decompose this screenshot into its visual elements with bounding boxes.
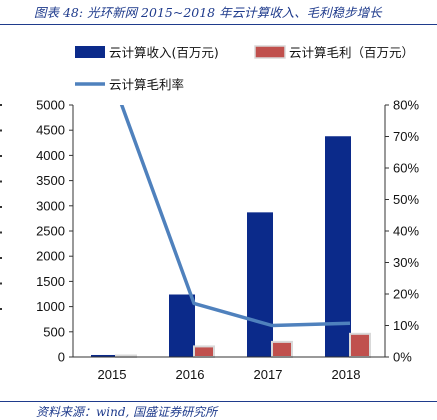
legend-label: 云计算毛利（百万元） — [289, 45, 414, 60]
left-axis-tick-label: 5000 — [36, 98, 65, 113]
revenue-bar — [91, 354, 117, 357]
cropped-edge-tick — [0, 180, 2, 183]
right-axis-tick-label: 10% — [393, 318, 419, 333]
figure-title: 图表 48: 光环新网 2015~2018 年云计算收入、毛利稳步增长 — [34, 5, 382, 20]
x-axis-tick-label: 2018 — [332, 367, 361, 382]
source-rule — [0, 401, 437, 402]
revenue-bar — [169, 294, 195, 357]
legend-label: 云计算收入(百万元) — [109, 45, 219, 60]
gross-margin-line — [119, 105, 351, 328]
x-axis-tick-label: 2015 — [98, 367, 127, 382]
left-axis-tick-label: 500 — [43, 324, 65, 339]
source-note: 资料来源：wind, 国盛证券研究所 — [36, 405, 218, 419]
revenue-bar — [325, 136, 351, 357]
left-axis-tick-label: 1000 — [36, 299, 65, 314]
x-axis-tick-label: 2017 — [254, 367, 283, 382]
left-axis-tick-label: 3500 — [36, 173, 65, 188]
legend-profit-swatch — [254, 45, 286, 59]
left-axis-tick-label: 3000 — [36, 198, 65, 213]
right-axis-tick-label: 60% — [393, 161, 419, 176]
left-axis-tick-label: 2000 — [36, 249, 65, 264]
legend-label: 云计算毛利率 — [109, 77, 184, 92]
right-axis-tick-label: 20% — [393, 287, 419, 302]
cropped-edge-tick — [0, 104, 2, 106]
right-axis-tick-label: 40% — [393, 224, 419, 239]
title-rule — [0, 24, 437, 25]
right-axis-tick-label: 0% — [393, 350, 412, 365]
right-axis-tick-label: 80% — [393, 98, 419, 113]
cropped-edge-tick — [0, 257, 2, 259]
left-axis-tick-label: 1500 — [36, 274, 65, 289]
cropped-edge-tick — [0, 129, 2, 132]
cropped-edge-tick — [0, 231, 2, 234]
legend-revenue-swatch — [75, 46, 105, 58]
cropped-edge-tick — [0, 282, 2, 285]
gross-profit-bar — [193, 345, 215, 358]
revenue-bar — [247, 212, 273, 357]
gross-profit-bar — [271, 340, 293, 359]
left-axis-tick-label: 0 — [58, 350, 65, 365]
left-axis-tick-label: 2500 — [36, 224, 65, 239]
cropped-edge-tick — [0, 308, 2, 310]
cropped-edge-tick — [0, 206, 2, 208]
x-axis-tick-label: 2016 — [176, 367, 205, 382]
cropped-edge-tick — [0, 155, 2, 157]
gross-profit-bar — [349, 332, 371, 359]
right-axis-tick-label: 70% — [393, 129, 419, 144]
left-axis-tick-label: 4500 — [36, 123, 65, 138]
right-axis-tick-label: 30% — [393, 255, 419, 270]
right-axis-tick-label: 50% — [393, 192, 419, 207]
left-axis-tick-label: 4000 — [36, 148, 65, 163]
